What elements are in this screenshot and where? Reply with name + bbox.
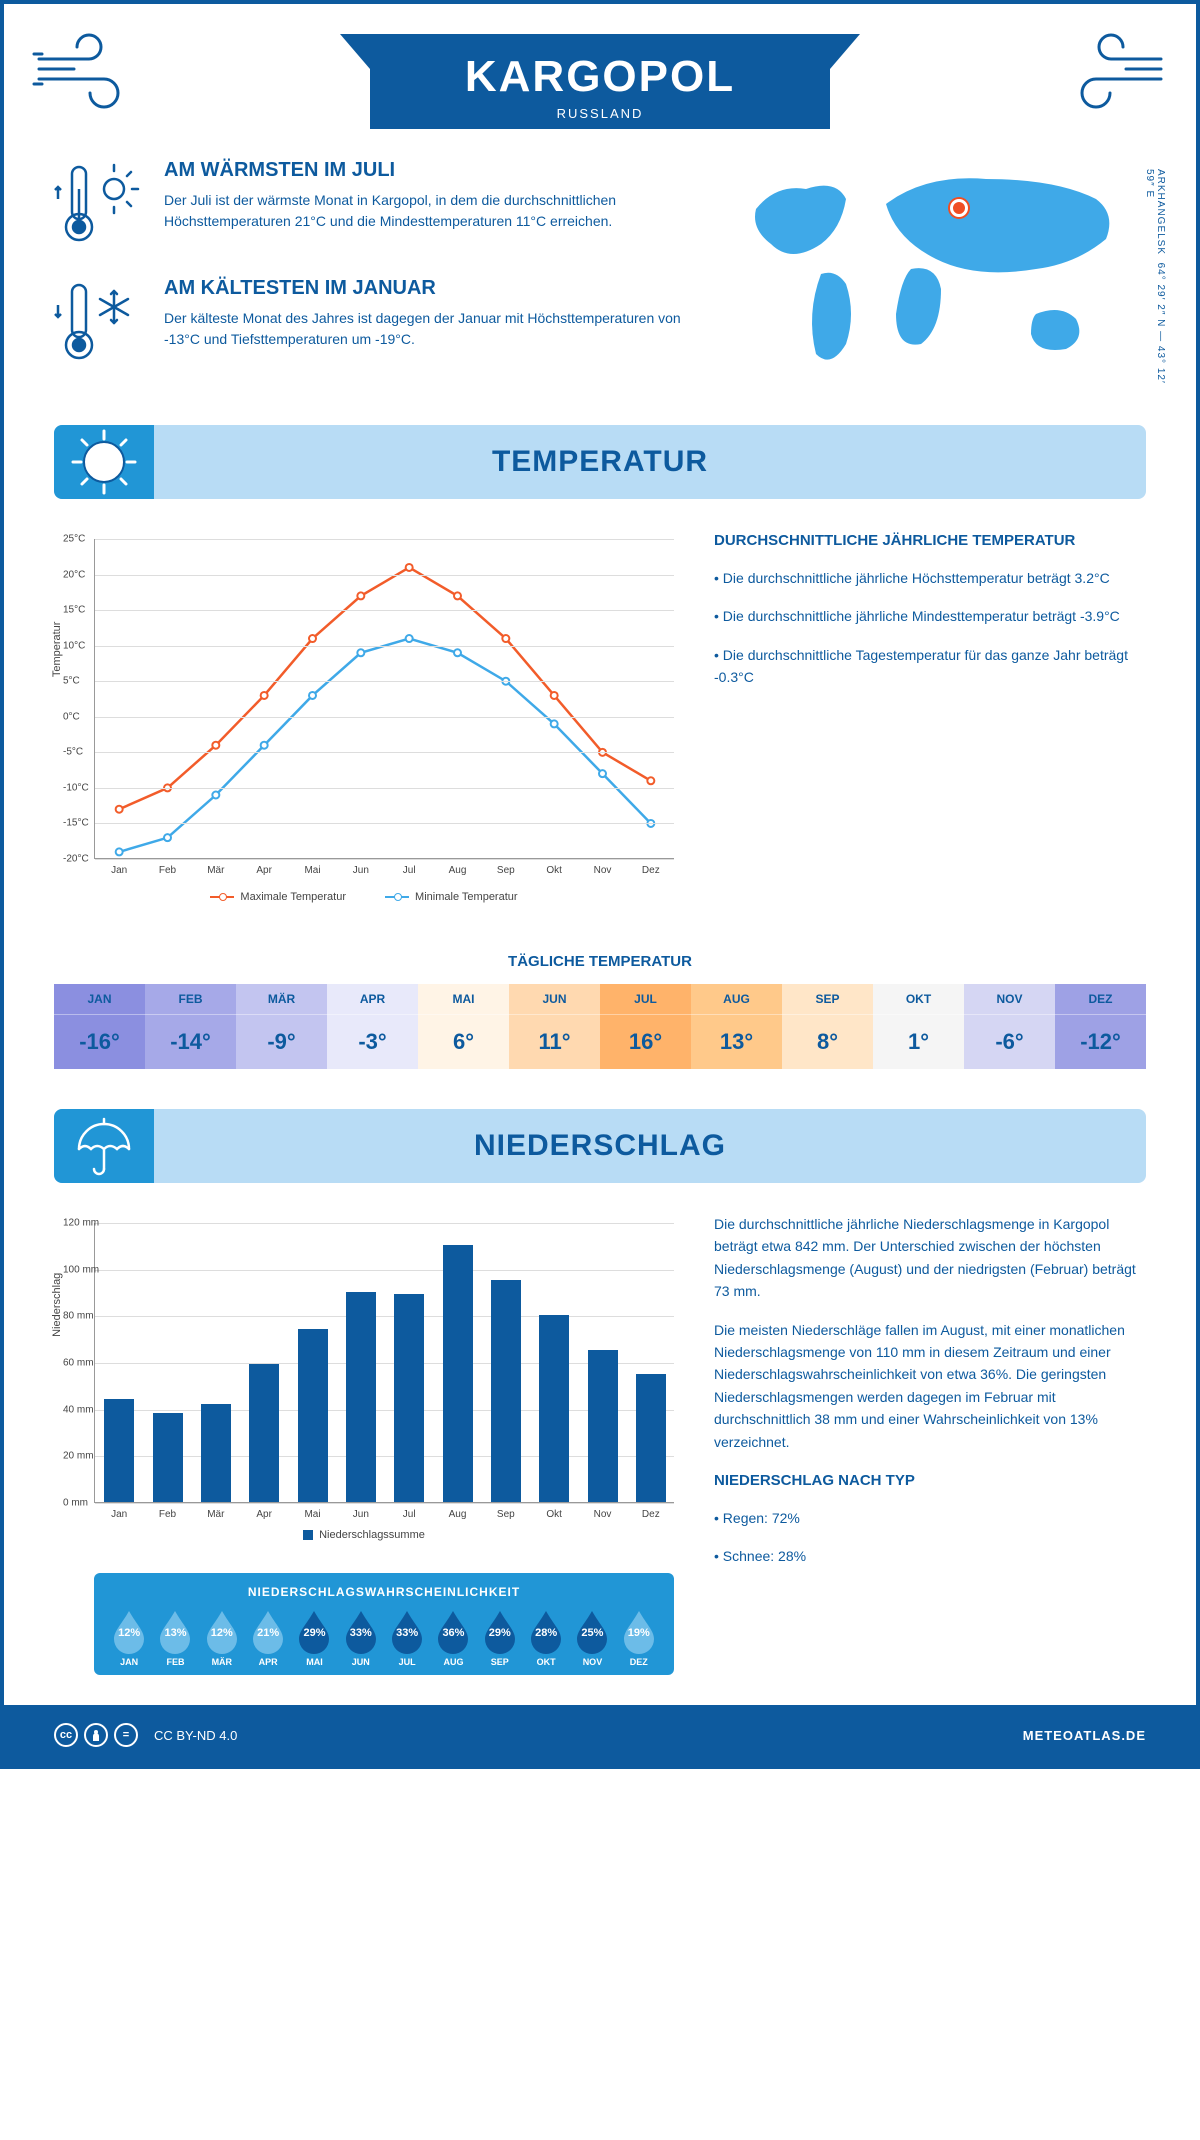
precip-heading: NIEDERSCHLAG — [54, 1129, 1146, 1163]
precip-content: Niederschlag 0 mm20 mm40 mm60 mm80 mm100… — [4, 1213, 1196, 1705]
world-map — [726, 159, 1126, 379]
temperature-heading: TEMPERATUR — [54, 445, 1146, 479]
precip-bar — [153, 1413, 183, 1502]
wind-icon — [1056, 34, 1166, 114]
daily-temp-cell: MÄR-9° — [236, 984, 327, 1069]
daily-temp-cell: SEP8° — [782, 984, 873, 1069]
precip-legend: Niederschlagssumme — [54, 1529, 674, 1543]
precip-type-bullet: • Regen: 72% — [714, 1507, 1146, 1529]
cc-icon: cc — [54, 1723, 78, 1747]
temp-summary-heading: DURCHSCHNITTLICHE JÄHRLICHE TEMPERATUR — [714, 529, 1146, 553]
site-name: METEOATLAS.DE — [1023, 1728, 1146, 1743]
sun-icon — [54, 425, 154, 499]
precip-y-axis-label: Niederschlag — [51, 1272, 63, 1336]
probability-drop: 21%APR — [247, 1609, 289, 1667]
daily-temp-cell: APR-3° — [327, 984, 418, 1069]
precip-bar — [346, 1292, 376, 1502]
precip-bar — [249, 1364, 279, 1502]
temp-legend: Maximale Temperatur Minimale Temperatur — [54, 889, 674, 903]
license-text: CC BY-ND 4.0 — [154, 1728, 237, 1743]
probability-drop: 33%JUN — [340, 1609, 382, 1667]
precip-bar — [588, 1350, 618, 1502]
probability-drop: 13%FEB — [154, 1609, 196, 1667]
probability-drop: 28%OKT — [525, 1609, 567, 1667]
temp-bullet: • Die durchschnittliche Tagestemperatur … — [714, 644, 1146, 689]
coldest-body: Der kälteste Monat des Jahres ist dagege… — [164, 308, 696, 350]
map-column: ARKHANGELSK 64° 29′ 2″ N — 43° 12′ 59″ E — [726, 159, 1146, 395]
precip-para: Die meisten Niederschläge fallen im Augu… — [714, 1319, 1146, 1453]
header: KARGOPOL RUSSLAND — [4, 4, 1196, 149]
probability-drop: 36%AUG — [432, 1609, 474, 1667]
probability-drop: 29%MAI — [293, 1609, 335, 1667]
precip-bar — [394, 1294, 424, 1502]
city-name: KARGOPOL — [430, 52, 770, 102]
daily-temp-strip: JAN-16°FEB-14°MÄR-9°APR-3°MAI6°JUN11°JUL… — [54, 984, 1146, 1069]
temperature-line-chart: Temperatur -20°C-15°C-10°C-5°C0°C5°C10°C… — [94, 539, 674, 859]
precip-bar — [491, 1280, 521, 1502]
precip-probability-box: NIEDERSCHLAGSWAHRSCHEINLICHKEIT 12%JAN13… — [94, 1573, 674, 1675]
probability-drop: 25%NOV — [571, 1609, 613, 1667]
nd-icon: = — [114, 1723, 138, 1747]
probability-drop: 19%DEZ — [618, 1609, 660, 1667]
footer: cc = CC BY-ND 4.0 METEOATLAS.DE — [4, 1705, 1196, 1765]
page-frame: KARGOPOL RUSSLAND AM WÄRMSTEN IM JULI De… — [0, 0, 1200, 1769]
precip-bar — [298, 1329, 328, 1502]
daily-temp-cell: JAN-16° — [54, 984, 145, 1069]
coordinates: ARKHANGELSK 64° 29′ 2″ N — 43° 12′ 59″ E — [1144, 169, 1166, 395]
daily-temp-cell: JUL16° — [600, 984, 691, 1069]
thermometer-snow-icon — [54, 277, 144, 367]
precip-bar — [636, 1374, 666, 1502]
warmest-title: AM WÄRMSTEN IM JULI — [164, 159, 696, 182]
temperature-content: Temperatur -20°C-15°C-10°C-5°C0°C5°C10°C… — [4, 529, 1196, 933]
temp-y-axis-label: Temperatur — [51, 621, 63, 677]
coldest-title: AM KÄLTESTEN IM JANUAR — [164, 277, 696, 300]
umbrella-icon — [54, 1109, 154, 1183]
temperature-banner: TEMPERATUR — [54, 425, 1146, 499]
precip-bar — [443, 1245, 473, 1502]
daily-temp-cell: OKT1° — [873, 984, 964, 1069]
precip-banner: NIEDERSCHLAG — [54, 1109, 1146, 1183]
intro-row: AM WÄRMSTEN IM JULI Der Juli ist der wär… — [4, 149, 1196, 425]
temp-bullet: • Die durchschnittliche jährliche Mindes… — [714, 605, 1146, 627]
prob-title: NIEDERSCHLAGSWAHRSCHEINLICHKEIT — [108, 1585, 660, 1599]
by-icon — [84, 1723, 108, 1747]
country-name: RUSSLAND — [430, 106, 770, 121]
probability-drop: 12%MÄR — [201, 1609, 243, 1667]
daily-temp-cell: NOV-6° — [964, 984, 1055, 1069]
warmest-block: AM WÄRMSTEN IM JULI Der Juli ist der wär… — [54, 159, 696, 249]
precip-type-bullet: • Schnee: 28% — [714, 1545, 1146, 1567]
probability-drop: 33%JUL — [386, 1609, 428, 1667]
title-ribbon: KARGOPOL RUSSLAND — [370, 34, 830, 129]
license-block: cc = CC BY-ND 4.0 — [54, 1723, 237, 1747]
daily-temp-cell: AUG13° — [691, 984, 782, 1069]
coldest-block: AM KÄLTESTEN IM JANUAR Der kälteste Mona… — [54, 277, 696, 367]
probability-drop: 29%SEP — [479, 1609, 521, 1667]
precip-bar — [201, 1404, 231, 1502]
daily-temp-cell: MAI6° — [418, 984, 509, 1069]
precip-bar-chart: Niederschlag 0 mm20 mm40 mm60 mm80 mm100… — [94, 1223, 674, 1503]
temp-bullet: • Die durchschnittliche jährliche Höchst… — [714, 567, 1146, 589]
wind-icon — [34, 34, 144, 114]
daily-temp-cell: DEZ-12° — [1055, 984, 1146, 1069]
precip-bar — [539, 1315, 569, 1502]
probability-drop: 12%JAN — [108, 1609, 150, 1667]
map-marker — [950, 199, 968, 217]
precip-bar — [104, 1399, 134, 1502]
precip-para: Die durchschnittliche jährliche Niedersc… — [714, 1213, 1146, 1303]
daily-temp-title: TÄGLICHE TEMPERATUR — [4, 953, 1196, 970]
precip-type-heading: NIEDERSCHLAG NACH TYP — [714, 1469, 1146, 1493]
daily-temp-cell: JUN11° — [509, 984, 600, 1069]
warmest-body: Der Juli ist der wärmste Monat in Kargop… — [164, 190, 696, 232]
daily-temp-cell: FEB-14° — [145, 984, 236, 1069]
thermometer-sun-icon — [54, 159, 144, 249]
